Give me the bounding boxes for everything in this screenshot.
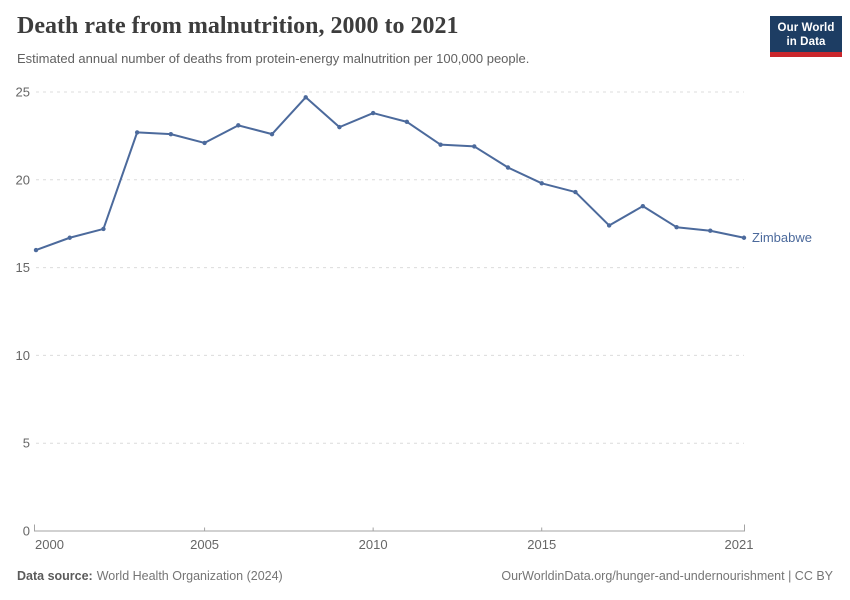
x-tick-label: 2010: [359, 537, 388, 552]
data-point[interactable]: [67, 235, 72, 240]
data-point[interactable]: [606, 223, 612, 228]
data-point[interactable]: [741, 235, 747, 240]
owid-logo[interactable]: Our World in Data: [770, 16, 842, 57]
x-tick-label: 2000: [35, 537, 64, 552]
data-point[interactable]: [101, 226, 106, 232]
series-label[interactable]: Zimbabwe: [752, 230, 812, 245]
data-point[interactable]: [505, 165, 511, 170]
data-point[interactable]: [134, 130, 140, 135]
x-tick-label: 2021: [725, 537, 754, 552]
y-tick-label: 15: [16, 260, 30, 275]
data-point[interactable]: [539, 181, 544, 186]
y-tick-label: 20: [16, 172, 30, 187]
data-point[interactable]: [202, 140, 207, 146]
y-tick-label: 25: [16, 85, 30, 100]
logo-text-line2: in Data: [786, 36, 826, 48]
chart-subtitle: Estimated annual number of deaths from p…: [17, 51, 530, 66]
data-source-value: World Health Organization (2024): [96, 569, 283, 583]
y-tick-label: 10: [16, 348, 30, 363]
page-title: Death rate from malnutrition, 2000 to 20…: [17, 13, 459, 39]
data-point[interactable]: [640, 203, 646, 209]
data-source-label: Data source:: [17, 569, 93, 583]
data-point[interactable]: [269, 131, 275, 137]
data-point[interactable]: [708, 228, 713, 233]
credit-link[interactable]: OurWorldinData.org/hunger-and-undernouri…: [501, 569, 833, 583]
data-point[interactable]: [33, 247, 39, 253]
y-tick-label: 5: [23, 436, 30, 451]
data-point[interactable]: [236, 123, 241, 128]
data-point[interactable]: [370, 110, 376, 116]
data-point[interactable]: [472, 144, 477, 149]
y-tick-label: 0: [23, 524, 30, 539]
data-point[interactable]: [337, 124, 342, 130]
data-point[interactable]: [168, 131, 174, 137]
data-point[interactable]: [404, 119, 410, 125]
x-tick-label: 2015: [527, 537, 556, 552]
data-source: Data source: World Health Organization (2…: [17, 569, 283, 583]
data-point[interactable]: [573, 189, 578, 195]
data-point[interactable]: [438, 142, 443, 147]
logo-text-line1: Our World: [777, 22, 835, 34]
data-point[interactable]: [674, 225, 679, 230]
data-line-zimbabwe[interactable]: [35, 96, 745, 252]
data-point[interactable]: [303, 95, 308, 100]
x-tick-label: 2005: [190, 537, 219, 552]
